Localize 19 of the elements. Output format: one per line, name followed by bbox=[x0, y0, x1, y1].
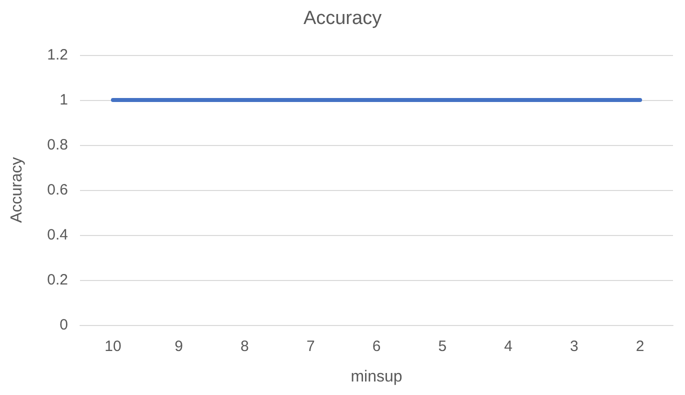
y-tick-label: 0.6 bbox=[47, 182, 68, 198]
x-tick-label: 4 bbox=[504, 338, 512, 355]
x-tick-label: 2 bbox=[636, 338, 644, 355]
y-tick-label: 0.4 bbox=[47, 226, 68, 244]
y-axis-title: Accuracy bbox=[8, 157, 26, 223]
y-tick-label: 0.2 bbox=[47, 272, 68, 288]
chart-title: Accuracy bbox=[303, 8, 382, 29]
x-tick-label: 3 bbox=[570, 338, 578, 355]
x-tick-label: 9 bbox=[174, 338, 184, 355]
x-tick-label: 5 bbox=[438, 338, 447, 355]
x-axis-title: minsup bbox=[350, 368, 402, 386]
x-tick-label: 8 bbox=[240, 338, 249, 355]
y-tick-label: 1 bbox=[60, 92, 68, 108]
y-tick-label: 1.2 bbox=[47, 46, 68, 64]
y-tick-label: 0 bbox=[60, 316, 68, 334]
x-tick-label: 6 bbox=[372, 338, 381, 355]
x-tick-label: 7 bbox=[306, 338, 315, 355]
y-tick-label: 0.8 bbox=[47, 136, 68, 154]
x-tick-label: 10 bbox=[104, 338, 122, 355]
